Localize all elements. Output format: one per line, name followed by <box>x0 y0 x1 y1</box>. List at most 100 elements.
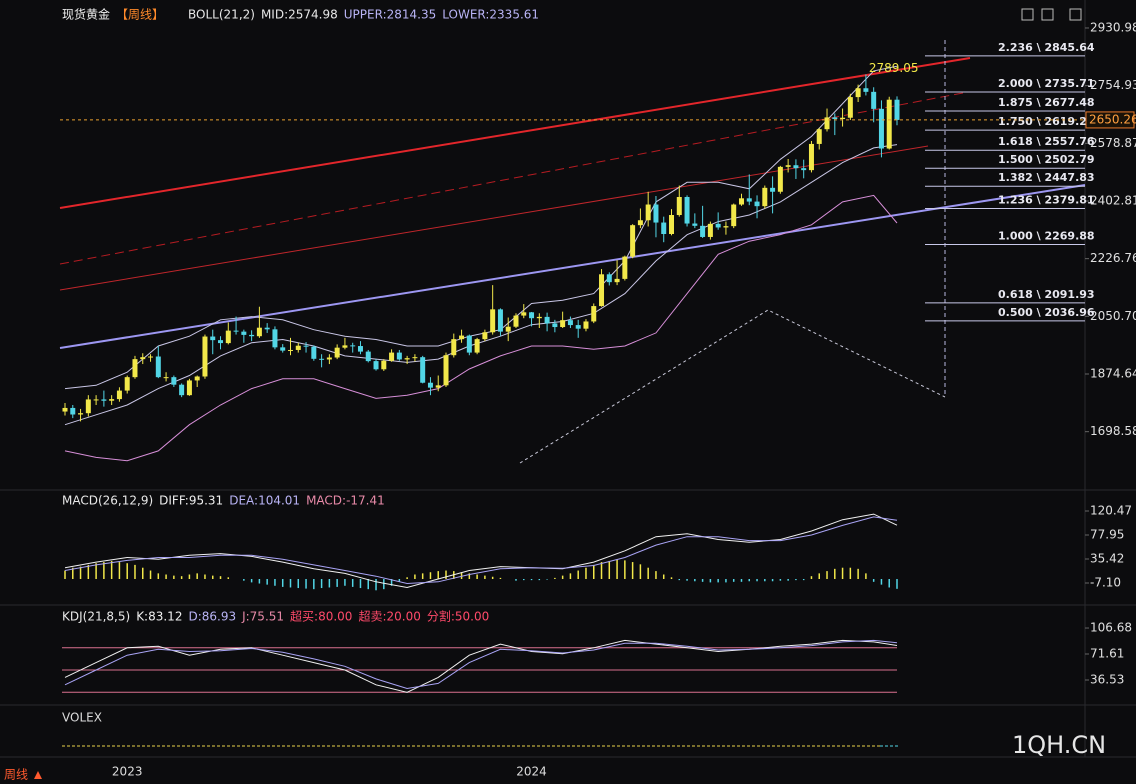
candle-body <box>85 399 91 414</box>
x-tick-label: 2024 <box>516 765 547 779</box>
candle-body <box>334 347 340 358</box>
fib-label: 1.875 \ 2677.48 <box>998 96 1095 109</box>
candle-body <box>521 312 527 316</box>
candle-body <box>723 226 729 228</box>
candle-body <box>435 385 441 388</box>
candle-body <box>575 325 581 329</box>
candle-body <box>824 117 830 130</box>
tool-icon[interactable] <box>1021 8 1034 21</box>
candle-body <box>272 329 278 348</box>
candle-body <box>731 204 737 227</box>
candle-body <box>210 336 216 341</box>
tool-icon[interactable] <box>1069 8 1082 21</box>
candle-body <box>420 357 426 383</box>
candle-body <box>93 399 99 401</box>
candle-body <box>148 356 154 358</box>
candle-body <box>661 222 667 235</box>
indicator-label: 超卖:20.00 <box>358 609 420 624</box>
indicator-label: MID:2574.98 <box>261 8 338 22</box>
y-tick-label: 1698.58 <box>1090 424 1136 438</box>
y-tick-label: 120.47 <box>1090 503 1132 517</box>
period-arrow[interactable] <box>34 771 42 779</box>
indicator-label: MACD:-17.41 <box>306 494 385 508</box>
candle-body <box>529 312 535 319</box>
candle-body <box>342 345 348 348</box>
tool-icon[interactable] <box>1041 8 1054 21</box>
candle-body <box>350 345 356 347</box>
candle-body <box>241 331 247 335</box>
y-tick-label: 2226.76 <box>1090 251 1136 265</box>
period-label: 【周线】 <box>116 8 164 22</box>
candle-body <box>186 380 192 396</box>
fib-label: 1.382 \ 2447.83 <box>998 171 1095 184</box>
trend-line <box>59 145 929 291</box>
candle-body <box>746 198 752 202</box>
kdj-line <box>64 639 898 690</box>
candle-body <box>637 220 643 226</box>
indicator-label: DIFF:95.31 <box>159 494 223 508</box>
x-tick-label: 2023 <box>112 765 143 779</box>
candle-body <box>218 340 224 344</box>
kdj-line <box>64 639 898 693</box>
candle-body <box>591 306 597 322</box>
indicator-label: BOLL(21,2) <box>188 8 255 22</box>
candle-body <box>116 390 122 400</box>
instrument-title: 现货黄金 <box>62 7 110 22</box>
macd-line <box>64 516 898 585</box>
wave-line <box>519 309 946 464</box>
candle-body <box>770 187 776 192</box>
candle-body <box>179 384 185 396</box>
candle-body <box>700 225 706 237</box>
candle-body <box>287 349 293 351</box>
candle-body <box>886 99 892 149</box>
candle-body <box>311 346 317 359</box>
watermark: 1QH.CN <box>1012 731 1106 759</box>
candle-body <box>847 97 853 118</box>
fib-label: 2.000 \ 2735.71 <box>998 77 1095 90</box>
fib-label: 1.500 \ 2502.79 <box>998 153 1095 166</box>
candle-body <box>357 346 363 352</box>
candle-body <box>225 330 231 344</box>
indicator-title: MACD(26,12,9) <box>62 494 153 508</box>
candle-body <box>863 88 869 92</box>
candle-body <box>194 376 200 381</box>
candle-body <box>389 352 395 361</box>
high-label: 2789.05 <box>869 61 919 75</box>
candle-body <box>497 309 503 332</box>
candle-body <box>365 351 371 362</box>
candle-body <box>583 321 589 329</box>
candle-body <box>303 345 309 347</box>
candle-body <box>645 204 651 221</box>
candle-body <box>171 377 177 385</box>
candle-body <box>894 99 900 120</box>
candle-body <box>684 196 690 224</box>
candle-body <box>715 223 721 228</box>
candle-body <box>567 320 573 326</box>
boll-upper <box>64 65 898 390</box>
candle-body <box>264 327 270 330</box>
fib-label: 0.618 \ 2091.93 <box>998 288 1095 301</box>
candle-body <box>404 358 410 360</box>
y-tick-label: 2050.70 <box>1090 309 1136 323</box>
candle-body <box>70 407 76 415</box>
trend-line <box>59 184 1086 349</box>
candle-body <box>140 357 146 360</box>
candle-body <box>163 377 169 379</box>
candle-body <box>871 91 877 109</box>
candle-body <box>832 117 838 120</box>
fib-label: 0.500 \ 2036.96 <box>998 306 1095 319</box>
candle-body <box>280 347 286 351</box>
candle-body <box>132 359 138 378</box>
candle-body <box>505 326 511 332</box>
y-tick-label: -7.10 <box>1090 576 1121 590</box>
indicator-label: 超买:80.00 <box>290 609 352 624</box>
candle-body <box>707 223 713 237</box>
candle-body <box>653 204 659 223</box>
y-tick-label: 1874.64 <box>1090 366 1136 380</box>
candle-body <box>676 196 682 216</box>
period-button[interactable]: 周线 <box>4 768 28 782</box>
indicator-label: 分割:50.00 <box>427 609 489 624</box>
candle-body <box>801 168 807 171</box>
toolbar[interactable] <box>1021 8 1082 21</box>
